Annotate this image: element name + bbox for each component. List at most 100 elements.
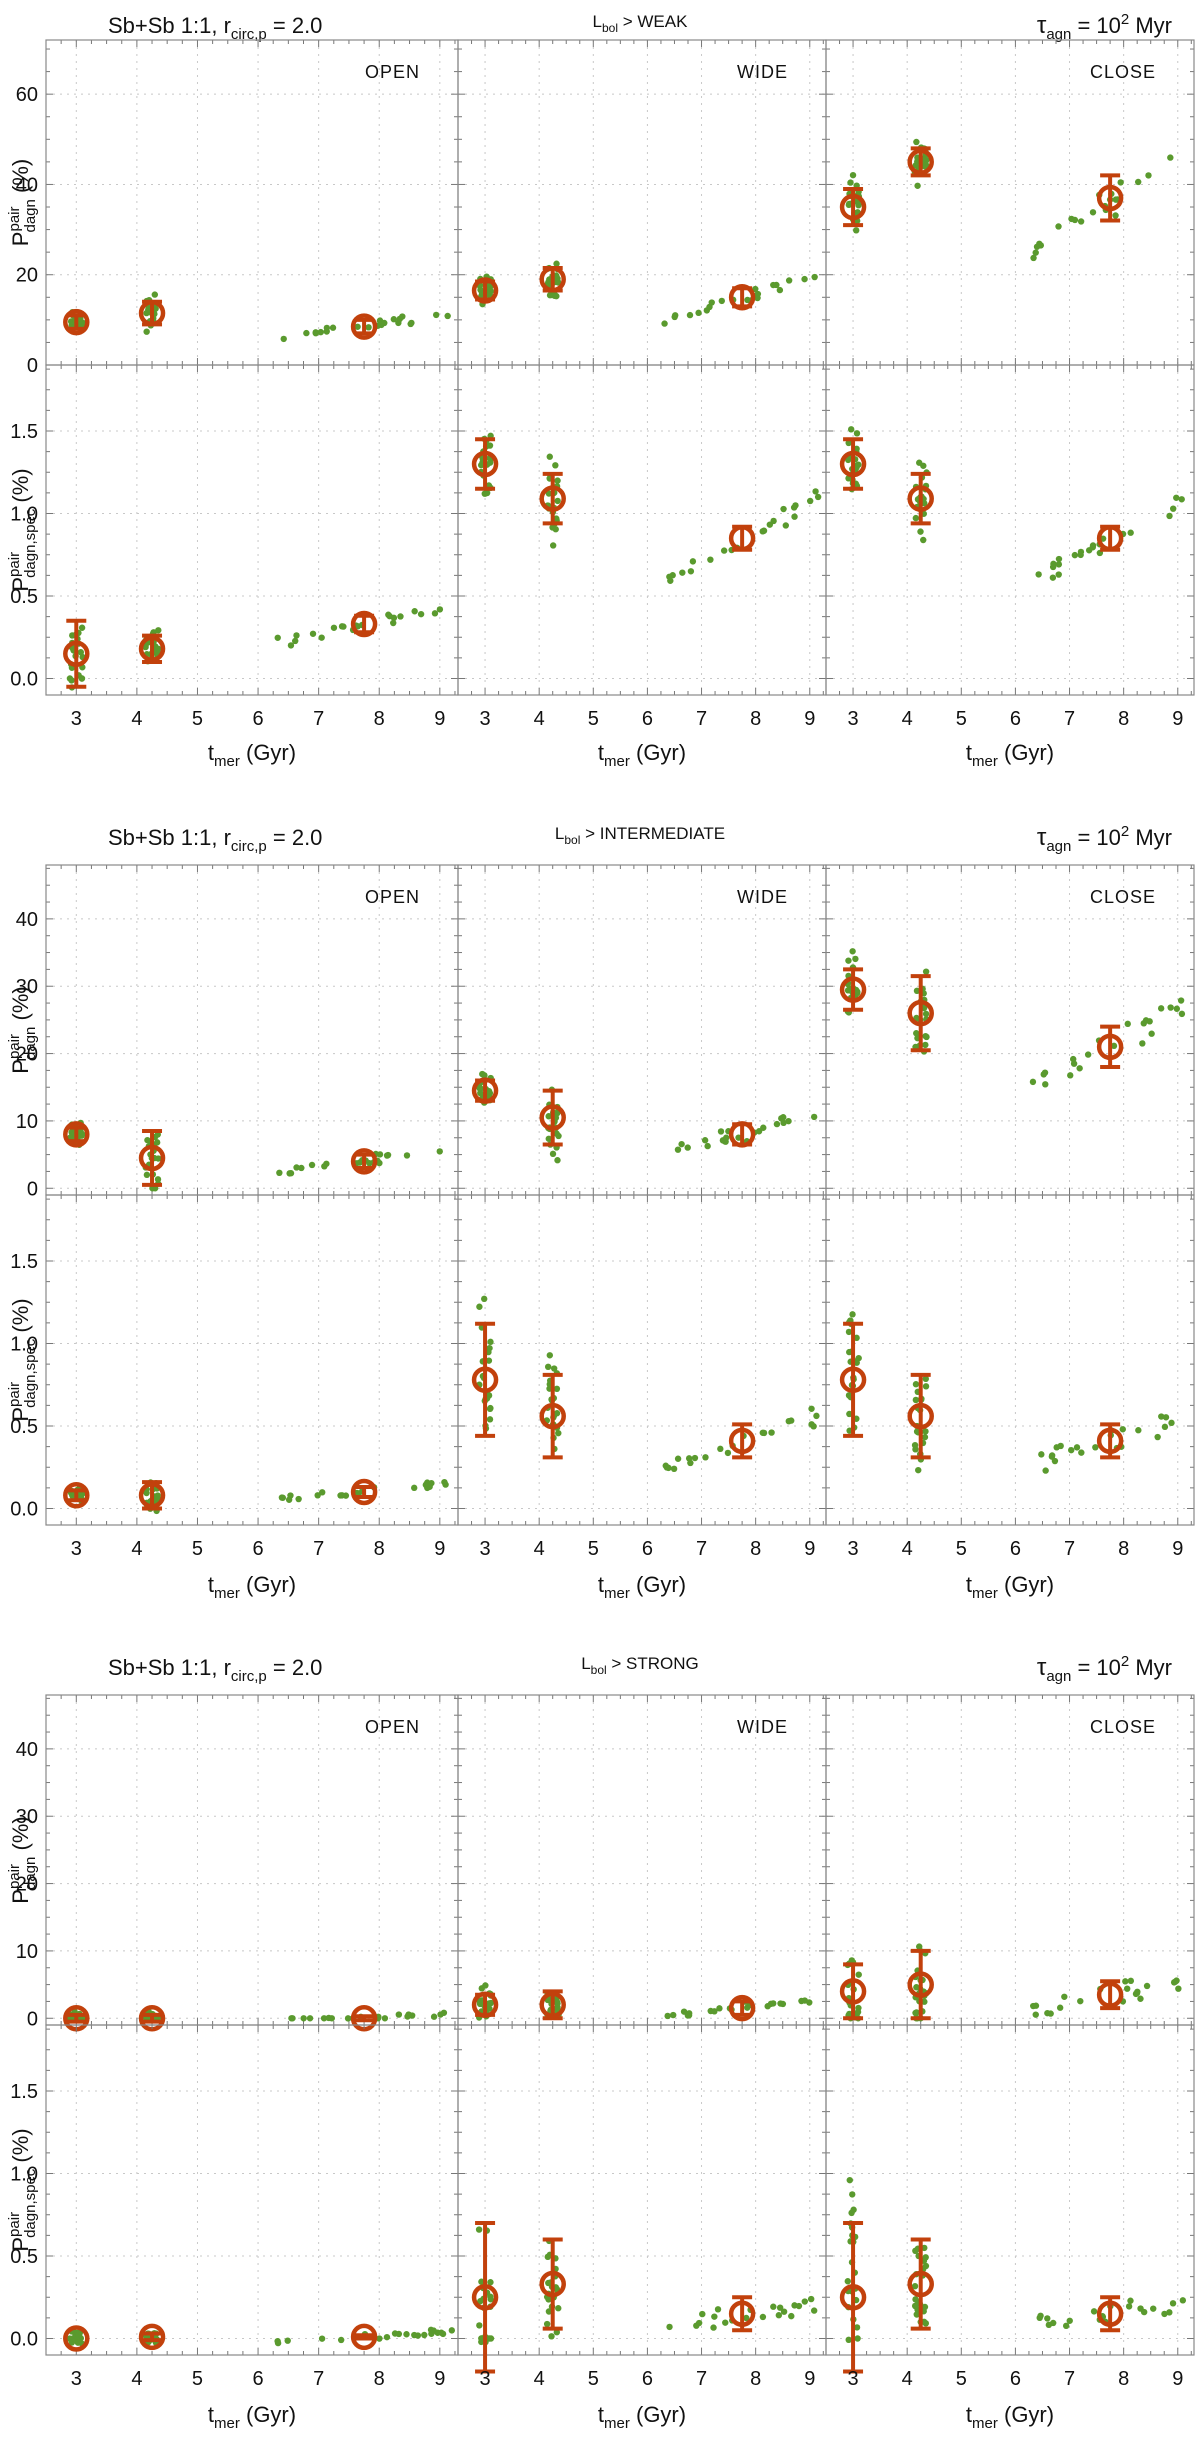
data-point [78,675,86,682]
y-tick-label: 0.0 [10,1499,38,1521]
xlabel-main: t [598,2402,604,2427]
data-point [1066,2317,1073,2324]
header-mid-main: L [593,12,602,31]
data-point [1051,1457,1059,1465]
data-point [754,290,762,298]
data-point [318,634,325,641]
data-point [1150,2305,1157,2312]
header-right-sup: 2 [1121,11,1129,28]
data-point [720,547,728,554]
mean-marker [1096,1033,1124,1061]
data-point [764,2003,771,2010]
y-tick-label: 1.5 [10,421,38,443]
data-point [1056,2004,1064,2011]
panel-bottom-close [825,2024,1195,2374]
data-point [549,1150,557,1158]
data-point [814,493,822,501]
y-tick-label: 0.5 [10,2246,38,2268]
x-tick-label: 7 [313,1538,324,1560]
y-tick-label: 0 [27,2008,38,2030]
data-point [684,2012,692,2019]
data-point [330,624,338,631]
data-point [553,2329,561,2336]
data-point [554,2004,561,2011]
x-axis-label: tmer (Gyr) [966,1572,1054,1602]
data-point [312,329,319,336]
data-point [845,957,852,964]
data-point [922,1010,930,1018]
data-point [667,577,674,584]
header-left-main: Sb+Sb 1:1, r [108,13,231,38]
mean-marker [539,265,566,293]
data-point [792,502,799,509]
column-label: OPEN [365,1717,420,1737]
ylabel-sup: pair [6,1382,23,1407]
data-point [813,1412,820,1420]
data-point [154,1492,161,1499]
ylabel-tail: (%) [8,1298,33,1338]
data-point [478,2335,485,2342]
data-point [1055,561,1063,568]
data-point [780,2308,788,2315]
data-point [486,1344,493,1352]
data-point [922,2320,930,2327]
data-point [396,315,404,323]
row-header-left: Sb+Sb 1:1, rcirc,p = 2.0 [108,825,322,855]
header-mid-main: L [581,1654,590,1673]
data-point [845,1328,853,1336]
data-point [439,2330,447,2338]
data-point [344,2015,352,2022]
data-point [1029,1078,1037,1086]
data-point [1038,1451,1045,1458]
data-point [695,309,702,317]
data-point [759,2313,767,2321]
x-tick-label: 5 [956,2368,967,2390]
data-point [397,613,404,620]
x-tick-label: 3 [71,2368,82,2390]
ylabel-main: P [8,1407,33,1422]
data-point [286,1170,293,1177]
data-point [674,1455,682,1462]
data-point [411,1484,418,1492]
mean-marker [1096,2300,1124,2327]
xlabel-tail: (Gyr) [630,740,686,765]
y-tick-label: 10 [16,1111,38,1133]
y-tick-label: 30 [16,1806,38,1828]
data-point [1178,1010,1186,1018]
y-tick-label: 40 [16,909,38,931]
x-tick-label: 4 [534,708,545,730]
ylabel-tail: (%) [8,2128,33,2168]
data-point [718,297,725,305]
data-point [1068,1446,1075,1454]
data-point [691,1454,699,1462]
data-point [849,171,857,179]
x-tick-label: 4 [902,2368,913,2390]
xlabel-tail: (Gyr) [240,1572,296,1597]
data-point [664,2012,671,2020]
data-point [849,2191,856,2198]
data-point [773,1120,781,1128]
y-tick-label: 20 [16,1874,38,1896]
data-point [555,2305,562,2312]
mean-marker [839,450,867,478]
ylabel-sub: dagn [22,1027,39,1060]
data-point [395,2011,403,2018]
mean-marker [350,2323,378,2351]
data-point [1167,154,1174,161]
data-point [780,505,787,513]
panel-frame [45,1694,459,2026]
data-point [844,2278,851,2285]
x-tick-label: 4 [131,708,142,730]
data-point [1161,1423,1169,1431]
y-tick-label: 1.0 [10,504,38,526]
mean-marker [471,1991,499,2019]
header-right-sup: 2 [1121,823,1129,840]
data-point [770,517,777,525]
data-point [437,2011,444,2018]
data-point [78,321,85,328]
data-point [723,1134,730,1141]
mean-marker [63,2325,90,2352]
mean-marker [350,2005,378,2032]
data-point [846,2176,853,2184]
data-point [309,630,317,637]
